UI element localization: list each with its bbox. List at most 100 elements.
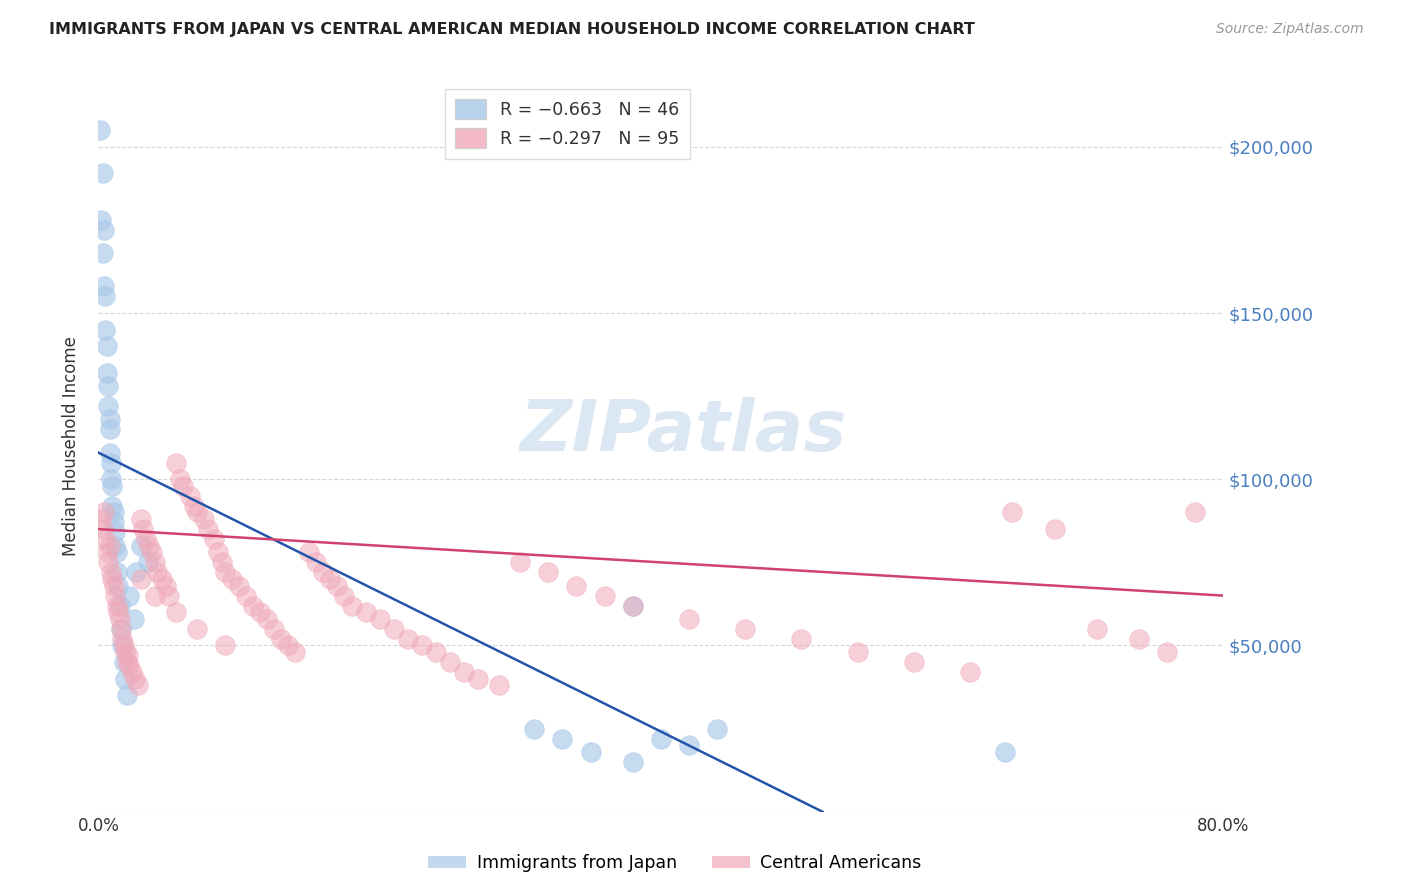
Point — [94, 323, 117, 337]
Point — [1128, 632, 1150, 646]
Point — [101, 499, 124, 513]
Point — [193, 512, 215, 526]
Point — [382, 622, 405, 636]
Point — [207, 545, 229, 559]
Point — [579, 745, 602, 759]
Point — [228, 579, 250, 593]
Point — [169, 472, 191, 486]
Point — [537, 566, 560, 580]
Y-axis label: Median Household Income: Median Household Income — [62, 336, 80, 556]
Point — [143, 589, 166, 603]
Point — [132, 522, 155, 536]
Point — [90, 213, 112, 227]
Point — [138, 539, 160, 553]
Point — [91, 246, 114, 260]
Point — [326, 579, 349, 593]
Point — [202, 532, 225, 546]
Point — [98, 539, 121, 553]
Point — [129, 539, 152, 553]
Point — [263, 622, 285, 636]
Point — [122, 612, 145, 626]
Point — [1001, 506, 1024, 520]
Point — [146, 566, 169, 580]
Point — [186, 622, 208, 636]
Point — [97, 555, 120, 569]
Point — [105, 566, 128, 580]
Point — [107, 605, 129, 619]
Point — [256, 612, 278, 626]
Point — [959, 665, 981, 679]
Point — [565, 579, 588, 593]
Point — [439, 655, 461, 669]
Point — [211, 555, 233, 569]
Point — [734, 622, 756, 636]
Point — [411, 639, 433, 653]
Point — [172, 479, 194, 493]
Point — [103, 506, 125, 520]
Point — [277, 639, 299, 653]
Point — [127, 678, 149, 692]
Point — [96, 366, 118, 380]
Point — [96, 339, 118, 353]
Point — [235, 589, 257, 603]
Point — [396, 632, 419, 646]
Legend: R = −​0.663   N = 46, R = −​0.297   N = 95: R = −​0.663 N = 46, R = −​0.297 N = 95 — [444, 89, 690, 159]
Point — [93, 506, 115, 520]
Point — [298, 545, 321, 559]
Point — [112, 639, 135, 653]
Point — [117, 648, 139, 663]
Point — [100, 472, 122, 486]
Point — [790, 632, 813, 646]
Point — [90, 512, 112, 526]
Point — [467, 672, 489, 686]
Point — [111, 639, 134, 653]
Point — [214, 639, 236, 653]
Point — [214, 566, 236, 580]
Point — [104, 539, 127, 553]
Point — [523, 722, 546, 736]
Point — [1043, 522, 1066, 536]
Point — [621, 599, 644, 613]
Point — [650, 731, 672, 746]
Point — [89, 123, 111, 137]
Point — [121, 665, 143, 679]
Point — [110, 622, 132, 636]
Point — [129, 512, 152, 526]
Point — [179, 489, 201, 503]
Point — [242, 599, 264, 613]
Point — [98, 422, 121, 436]
Point — [124, 672, 146, 686]
Point — [125, 566, 148, 580]
Point — [103, 516, 125, 530]
Point — [157, 589, 180, 603]
Point — [319, 572, 342, 586]
Point — [903, 655, 925, 669]
Text: Source: ZipAtlas.com: Source: ZipAtlas.com — [1216, 22, 1364, 37]
Point — [100, 456, 122, 470]
Point — [100, 566, 122, 580]
Point — [488, 678, 510, 692]
Point — [98, 445, 121, 459]
Point — [150, 572, 173, 586]
Point — [1156, 645, 1178, 659]
Point — [249, 605, 271, 619]
Point — [101, 572, 124, 586]
Point — [136, 555, 159, 569]
Point — [105, 545, 128, 559]
Point — [96, 545, 118, 559]
Point — [186, 506, 208, 520]
Point — [103, 579, 125, 593]
Point — [114, 672, 136, 686]
Point — [93, 223, 115, 237]
Point — [368, 612, 391, 626]
Point — [155, 579, 177, 593]
Point — [165, 605, 187, 619]
Point — [509, 555, 531, 569]
Point — [621, 755, 644, 769]
Point — [97, 379, 120, 393]
Point — [221, 572, 243, 586]
Point — [141, 545, 163, 559]
Point — [143, 555, 166, 569]
Point — [706, 722, 728, 736]
Point — [115, 655, 138, 669]
